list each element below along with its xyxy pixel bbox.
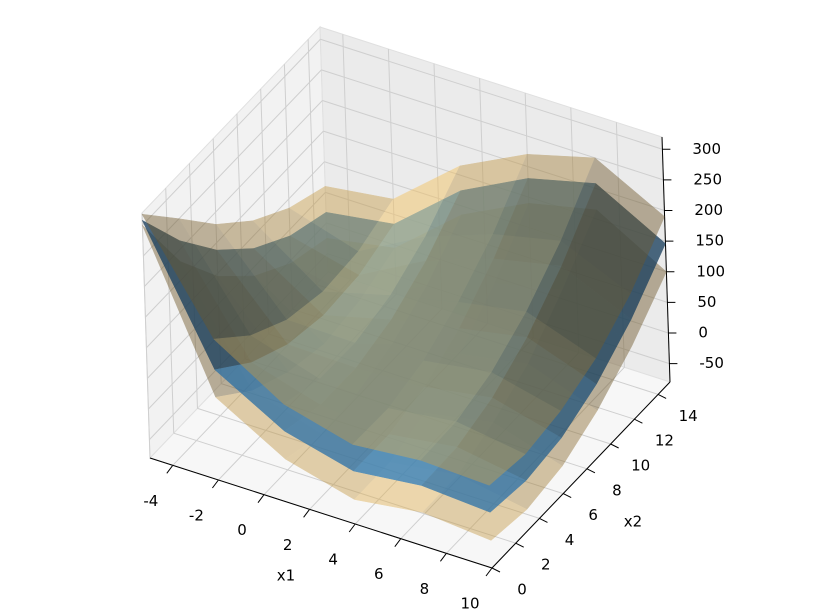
axis-line	[661, 136, 671, 383]
y-tick-label: 4	[565, 531, 575, 549]
surface-patch	[352, 408, 457, 461]
x-tick	[166, 465, 174, 474]
x-tick-label: 8	[420, 580, 430, 598]
surface-patch	[322, 236, 426, 296]
grid-line	[173, 432, 516, 544]
x-tick-label: 6	[374, 565, 384, 583]
y-tick	[586, 468, 596, 474]
y-tick	[657, 393, 667, 399]
y-tick	[610, 443, 619, 449]
surface-patch	[178, 218, 288, 336]
surface-patch	[390, 234, 494, 303]
surface-patch	[387, 360, 493, 423]
grid-line	[321, 69, 664, 181]
surface-patch	[319, 342, 424, 409]
z-tick-label: 150	[695, 232, 724, 250]
surface	[141, 153, 665, 486]
surface-patch	[249, 319, 356, 380]
surface-patch	[215, 220, 324, 321]
z-tick-label: 200	[694, 201, 723, 219]
surface-patch	[491, 311, 596, 412]
x-tick	[394, 538, 402, 547]
grid-line	[143, 69, 322, 257]
surface-patch	[354, 295, 459, 362]
surface-patch	[141, 213, 251, 340]
z-tick-label: 300	[692, 140, 721, 158]
surface-patch	[283, 378, 389, 445]
x-tick-label: -2	[189, 507, 204, 525]
axis-line	[149, 457, 493, 569]
surface-patch	[560, 157, 665, 294]
surface	[141, 178, 666, 513]
surface-patch	[252, 207, 359, 293]
grid-line	[165, 188, 175, 434]
z-tick-label: 0	[698, 324, 708, 342]
x-tick-label: 4	[328, 551, 338, 569]
x-tick-label: 10	[460, 595, 479, 610]
y-tick-label: 6	[588, 506, 598, 524]
x-axis-label: x1	[277, 567, 295, 585]
surface-patch	[213, 335, 321, 405]
surface-patch	[456, 372, 561, 455]
y-axis-label: x2	[624, 513, 642, 531]
x-tick-label: 2	[283, 536, 293, 554]
x-tick	[439, 553, 447, 562]
y-tick-label: 10	[631, 457, 650, 475]
x-tick-label: 0	[237, 521, 247, 539]
surface-patch	[423, 301, 527, 373]
z-tick-label: -50	[699, 354, 724, 372]
surface-patch	[420, 421, 526, 486]
x-tick	[303, 509, 311, 518]
z-tick-label: 250	[693, 170, 722, 188]
axis-line	[491, 381, 671, 569]
grid-line	[141, 212, 151, 459]
y-tick	[562, 493, 572, 499]
y-tick-label: 14	[679, 407, 698, 425]
x-tick	[257, 494, 265, 503]
grid-line	[322, 100, 665, 211]
y-tick-label: 0	[517, 581, 527, 599]
surface-patch	[286, 291, 391, 344]
grid-line	[142, 38, 321, 226]
surface-patch	[421, 446, 527, 513]
y-tick	[515, 542, 524, 548]
y-tick-label: 2	[541, 556, 551, 574]
x-tick	[211, 479, 219, 489]
surface-patch	[288, 186, 394, 252]
surface-patch	[424, 153, 528, 238]
y-tick	[539, 517, 548, 523]
z-tick-label: 50	[697, 293, 716, 311]
surface-patch	[458, 234, 562, 313]
x-tick-label: -4	[143, 492, 158, 510]
surface-patch	[526, 240, 631, 359]
x-tick	[485, 567, 493, 577]
y-tick	[491, 567, 501, 573]
surface-patch	[357, 165, 461, 252]
grid-line	[320, 38, 663, 150]
surface-patch	[492, 154, 596, 242]
y-tick-label: 8	[612, 481, 622, 499]
x-tick	[348, 523, 356, 533]
y-tick	[634, 418, 643, 424]
y-tick-label: 12	[655, 432, 674, 450]
z-tick-label: 100	[696, 262, 725, 280]
